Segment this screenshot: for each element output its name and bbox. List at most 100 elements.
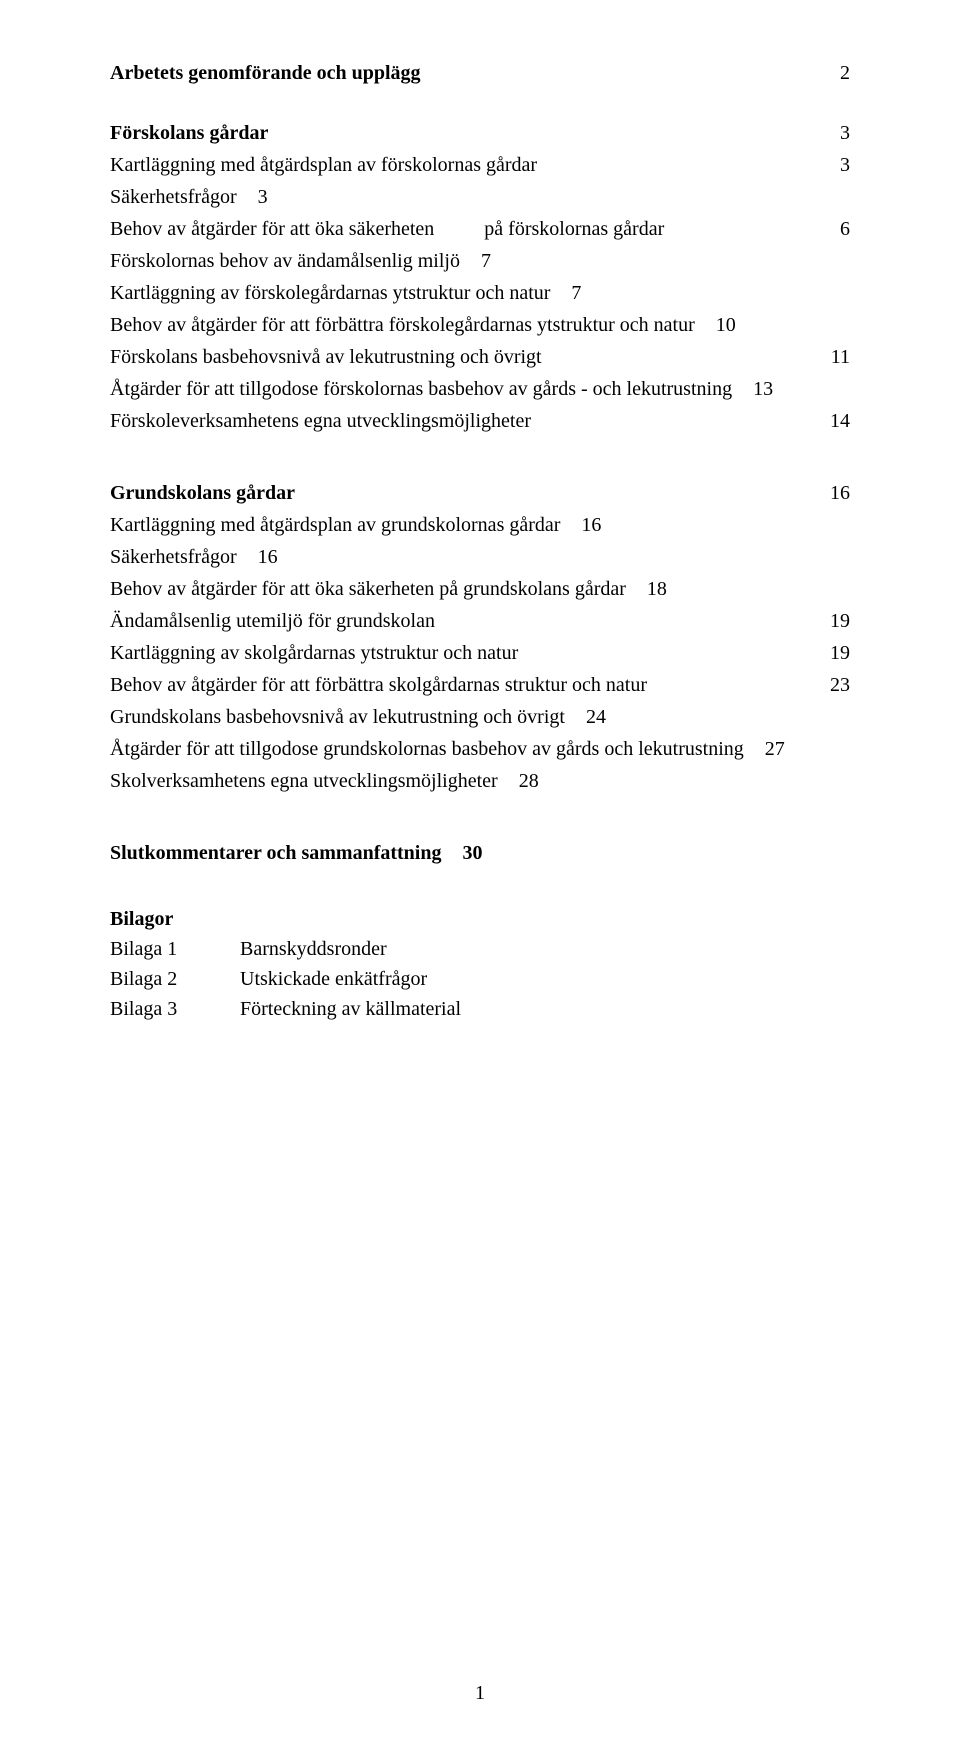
- toc-label-text: Säkerhetsfrågor: [110, 186, 237, 208]
- toc-page-pad: [802, 768, 850, 794]
- spacer: [110, 800, 850, 840]
- toc-page: 2: [802, 60, 850, 86]
- toc-label-text: Åtgärder för att tillgodose förskolornas…: [110, 378, 732, 400]
- bilaga-val: Barnskyddsronder: [240, 936, 850, 962]
- bilagor-heading: Bilagor: [110, 906, 850, 932]
- toc-page-pad: [802, 248, 850, 274]
- bilaga-row: Bilaga 3 Förteckning av källmaterial: [110, 996, 850, 1022]
- toc-label: Behov av åtgärder för att förbättra skol…: [110, 672, 802, 698]
- toc-label-text: Slutkommentarer och sammanfattning: [110, 842, 441, 864]
- toc-label: Behov av åtgärder för att öka säkerheten…: [110, 576, 802, 602]
- toc-page-pad: [802, 280, 850, 306]
- page-number: 1: [0, 1680, 960, 1706]
- toc-page: 7: [465, 250, 491, 272]
- toc-label-text: Kartläggning med åtgärdsplan av grundsko…: [110, 514, 560, 536]
- toc-row: Ändamålsenlig utemiljö för grundskolan 1…: [110, 608, 850, 634]
- toc-label: Åtgärder för att tillgodose förskolornas…: [110, 376, 802, 402]
- toc-page: 6: [802, 216, 850, 242]
- bilaga-val: Utskickade enkätfrågor: [240, 966, 850, 992]
- toc-page: 18: [631, 578, 667, 600]
- toc-label: Ändamålsenlig utemiljö för grundskolan: [110, 608, 802, 634]
- toc-label: Skolverksamhetens egna utvecklingsmöjlig…: [110, 768, 802, 794]
- toc-page-pad: [802, 184, 850, 210]
- toc-page-pad: [802, 576, 850, 602]
- toc-label-text: Behov av åtgärder för att öka säkerheten…: [110, 578, 626, 600]
- toc-label: Säkerhetsfrågor 16: [110, 544, 802, 570]
- toc-label-text: Kartläggning av förskolegårdarnas ytstru…: [110, 282, 550, 304]
- toc-row: Kartläggning av förskolegårdarnas ytstru…: [110, 280, 850, 306]
- bilaga-key: Bilaga 3: [110, 996, 240, 1022]
- toc-page-pad: [802, 704, 850, 730]
- toc-label-text: Grundskolans basbehovsnivå av lekutrustn…: [110, 706, 565, 728]
- toc-label: Behov av åtgärder för att förbättra förs…: [110, 312, 802, 338]
- toc-row: Kartläggning med åtgärdsplan av förskolo…: [110, 152, 850, 178]
- bilaga-val: Förteckning av källmaterial: [240, 996, 850, 1022]
- toc-page: 19: [802, 640, 850, 666]
- bilagor-section: Bilagor Bilaga 1 Barnskyddsronder Bilaga…: [110, 906, 850, 1022]
- spacer: [110, 440, 850, 480]
- toc-page-pad: [802, 840, 850, 866]
- toc-row: Åtgärder för att tillgodose förskolornas…: [110, 376, 850, 402]
- toc-row: Behov av åtgärder för att förbättra förs…: [110, 312, 850, 338]
- toc-row: Förskolans gårdar 3: [110, 120, 850, 146]
- toc-row: Behov av åtgärder för att öka säkerheten…: [110, 216, 850, 242]
- toc-page: 3: [802, 152, 850, 178]
- toc-row: Kartläggning med åtgärdsplan av grundsko…: [110, 512, 850, 538]
- toc-page: 7: [555, 282, 581, 304]
- toc-label: Kartläggning av skolgårdarnas ytstruktur…: [110, 640, 802, 666]
- toc-label: Förskolans gårdar: [110, 120, 802, 146]
- toc-label: Arbetets genomförande och upplägg: [110, 60, 802, 86]
- toc-label: Behov av åtgärder för att öka säkerheten…: [110, 216, 802, 242]
- toc-row: Skolverksamhetens egna utvecklingsmöjlig…: [110, 768, 850, 794]
- toc-page: 13: [737, 378, 773, 400]
- toc-label-right: på förskolornas gårdar: [484, 218, 664, 240]
- toc-page: 11: [802, 344, 850, 370]
- toc-page: 28: [503, 770, 539, 792]
- toc-label: Förskoleverksamhetens egna utvecklingsmö…: [110, 408, 802, 434]
- toc-label: Förskolans basbehovsnivå av lekutrustnin…: [110, 344, 802, 370]
- toc-page: 3: [242, 186, 268, 208]
- bilaga-key: Bilaga 1: [110, 936, 240, 962]
- toc-row: Behov av åtgärder för att öka säkerheten…: [110, 576, 850, 602]
- toc-label-text: Åtgärder för att tillgodose grundskolorn…: [110, 738, 744, 760]
- toc-label-text: Säkerhetsfrågor: [110, 546, 237, 568]
- toc-row: Åtgärder för att tillgodose grundskolorn…: [110, 736, 850, 762]
- toc-row: Kartläggning av skolgårdarnas ytstruktur…: [110, 640, 850, 666]
- toc-row: Grundskolans gårdar 16: [110, 480, 850, 506]
- toc-row: Slutkommentarer och sammanfattning 30: [110, 840, 850, 866]
- toc-row: Säkerhetsfrågor 16: [110, 544, 850, 570]
- toc-row: Förskolornas behov av ändamålsenlig milj…: [110, 248, 850, 274]
- toc-page-pad: [802, 512, 850, 538]
- toc-label: Grundskolans basbehovsnivå av lekutrustn…: [110, 704, 802, 730]
- toc-label-text: Behov av åtgärder för att förbättra förs…: [110, 314, 695, 336]
- toc-page: 24: [570, 706, 606, 728]
- toc-page: 30: [446, 842, 482, 864]
- toc-page: 23: [802, 672, 850, 698]
- toc-page-pad: [802, 736, 850, 762]
- toc-label: Åtgärder för att tillgodose grundskolorn…: [110, 736, 802, 762]
- toc-row: Säkerhetsfrågor 3: [110, 184, 850, 210]
- toc-row: Arbetets genomförande och upplägg 2: [110, 60, 850, 86]
- toc-row: Förskolans basbehovsnivå av lekutrustnin…: [110, 344, 850, 370]
- toc-page: 14: [802, 408, 850, 434]
- spacer: [110, 92, 850, 120]
- toc-page: 19: [802, 608, 850, 634]
- toc-row: Behov av åtgärder för att förbättra skol…: [110, 672, 850, 698]
- toc-label: Förskolornas behov av ändamålsenlig milj…: [110, 248, 802, 274]
- toc-label: Kartläggning av förskolegårdarnas ytstru…: [110, 280, 802, 306]
- toc-page: 16: [242, 546, 278, 568]
- toc-label: Säkerhetsfrågor 3: [110, 184, 802, 210]
- toc-label-text: Skolverksamhetens egna utvecklingsmöjlig…: [110, 770, 498, 792]
- toc-row: Grundskolans basbehovsnivå av lekutrustn…: [110, 704, 850, 730]
- toc-label: Kartläggning med åtgärdsplan av förskolo…: [110, 152, 802, 178]
- toc-label: Kartläggning med åtgärdsplan av grundsko…: [110, 512, 802, 538]
- toc-label: Grundskolans gårdar: [110, 480, 802, 506]
- bilaga-row: Bilaga 2 Utskickade enkätfrågor: [110, 966, 850, 992]
- document-page: Arbetets genomförande och upplägg 2 Förs…: [0, 0, 960, 1746]
- bilaga-key: Bilaga 2: [110, 966, 240, 992]
- toc-label: Slutkommentarer och sammanfattning 30: [110, 840, 802, 866]
- bilaga-row: Bilaga 1 Barnskyddsronder: [110, 936, 850, 962]
- toc-row: Förskoleverksamhetens egna utvecklingsmö…: [110, 408, 850, 434]
- toc-page-pad: [802, 376, 850, 402]
- toc-page-pad: [802, 544, 850, 570]
